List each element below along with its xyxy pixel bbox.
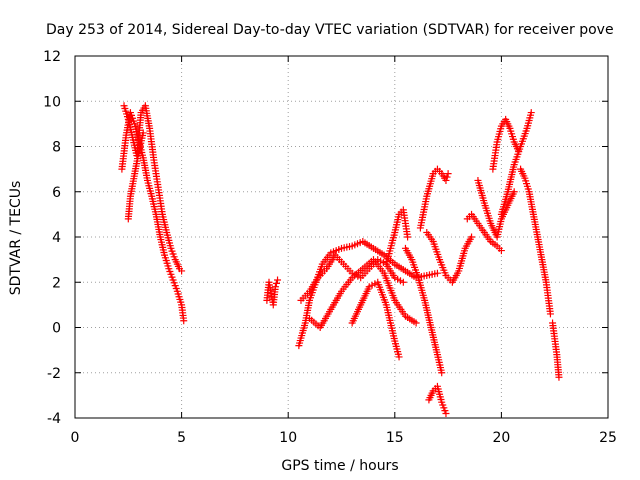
y-tick-label: 10 bbox=[43, 94, 61, 110]
data-point bbox=[444, 170, 452, 178]
series-arc-18 bbox=[517, 165, 554, 318]
data-point bbox=[399, 278, 407, 286]
x-tick-labels: 0 5 10 15 20 25 bbox=[71, 430, 617, 446]
axis-ticks bbox=[74, 55, 609, 419]
y-tick-labels: -4 -2 0 2 4 6 8 10 12 bbox=[43, 49, 61, 427]
y-tick-label: 0 bbox=[52, 321, 61, 337]
data-point bbox=[497, 247, 505, 255]
data-point bbox=[404, 233, 412, 241]
data-point bbox=[433, 269, 441, 277]
series-arc-15 bbox=[474, 176, 518, 241]
data-point bbox=[443, 173, 451, 181]
data-point bbox=[442, 409, 450, 417]
series-arc-11 bbox=[416, 165, 452, 232]
series-arc-3 bbox=[124, 129, 147, 223]
y-tick-label: 6 bbox=[52, 185, 61, 201]
data-point bbox=[510, 188, 518, 196]
data-point bbox=[395, 353, 403, 361]
series-arc-4 bbox=[263, 276, 282, 309]
series-arc-16 bbox=[489, 115, 522, 173]
data-point bbox=[442, 176, 450, 184]
x-tick-label: 15 bbox=[386, 430, 404, 446]
data-point bbox=[546, 310, 554, 318]
x-tick-label: 10 bbox=[279, 430, 297, 446]
y-tick-label: 4 bbox=[52, 230, 61, 246]
grid bbox=[75, 56, 608, 418]
data-point bbox=[555, 373, 563, 381]
data-point bbox=[438, 369, 446, 377]
series-arc-6 bbox=[297, 251, 407, 304]
x-tick-label: 5 bbox=[177, 430, 186, 446]
x-tick-label: 20 bbox=[492, 430, 510, 446]
data-point bbox=[139, 129, 147, 137]
series-arc-10 bbox=[401, 244, 446, 377]
y-tick-label: 8 bbox=[52, 140, 61, 156]
y-tick-label: -2 bbox=[47, 366, 61, 382]
series-arc-8 bbox=[348, 278, 403, 361]
chart-title: Day 253 of 2014, Sidereal Day-to-day VTE… bbox=[46, 22, 614, 38]
x-tick-label: 25 bbox=[599, 430, 617, 446]
y-tick-label: 12 bbox=[43, 49, 61, 65]
data-point bbox=[180, 317, 188, 325]
series-arc-17 bbox=[497, 109, 535, 218]
data-point bbox=[274, 276, 282, 284]
data-points bbox=[118, 102, 563, 417]
series-arc-7 bbox=[306, 256, 420, 331]
y-axis-title: SDTVAR / TECUs bbox=[8, 181, 24, 296]
series-arc-12 bbox=[425, 382, 450, 417]
y-tick-label: 2 bbox=[52, 275, 61, 291]
data-point bbox=[178, 267, 186, 275]
y-tick-label: -4 bbox=[47, 411, 61, 427]
data-point bbox=[272, 279, 280, 287]
data-point bbox=[468, 233, 476, 241]
data-point bbox=[527, 109, 535, 117]
series-arc-9 bbox=[382, 206, 412, 268]
series-arc-19 bbox=[549, 319, 563, 381]
data-point bbox=[412, 319, 420, 327]
x-axis-title: GPS time / hours bbox=[281, 458, 398, 474]
plot-frame bbox=[74, 55, 609, 419]
x-tick-label: 0 bbox=[71, 430, 80, 446]
series-arc-13 bbox=[423, 228, 476, 286]
data-point bbox=[271, 283, 279, 291]
series-arc-14 bbox=[463, 210, 505, 255]
